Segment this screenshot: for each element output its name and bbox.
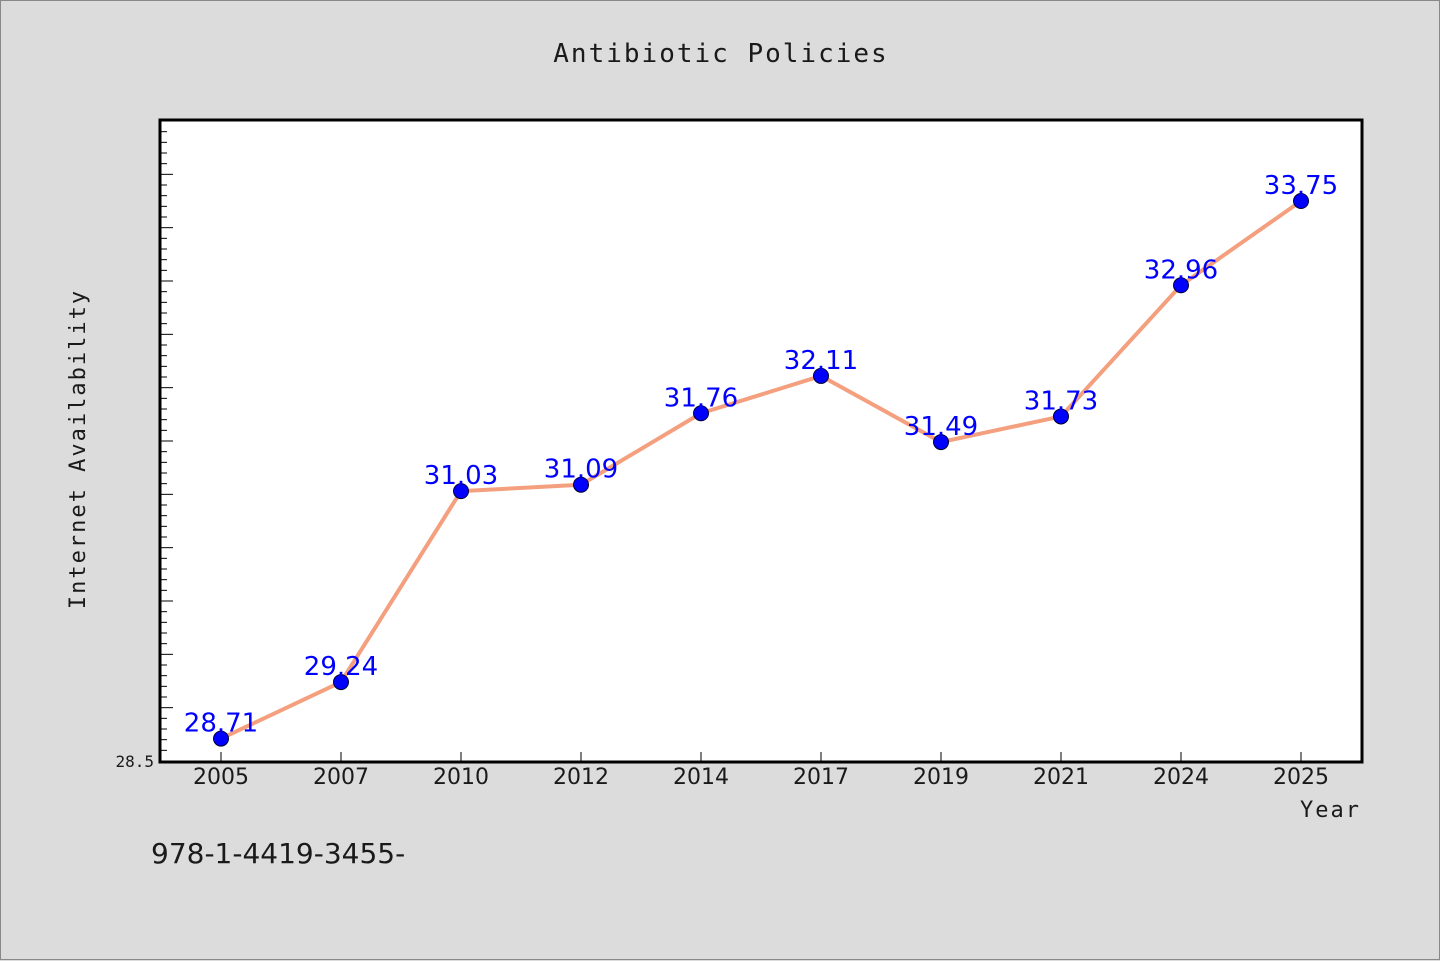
x-tick-label: 2017 [793,765,849,790]
series-line [220,199,1303,741]
data-label: 32.11 [784,346,858,376]
data-point [813,367,829,384]
data-point [933,434,949,451]
data-label: 31.73 [1024,386,1098,416]
x-axis-ticks: 2005 2007 2010 2012 2014 2017 2019 2021 2024 2025 [193,752,1329,790]
data-point [1053,408,1069,425]
y-axis-ticks [161,120,173,762]
x-tick-label: 2021 [1033,765,1089,790]
data-point [213,730,229,747]
x-tick-label: 2007 [313,765,369,790]
data-point [453,483,469,500]
x-tick-label: 2014 [673,765,729,790]
footer-code: 978-1-4419-3455- [151,837,405,870]
y-axis-label: Internet Availability [66,289,91,609]
x-tick-label: 2012 [553,765,609,790]
y-tick-label: 28.5 [115,752,154,771]
data-point [693,405,709,422]
data-label: 31.03 [424,461,498,491]
data-label: 32.96 [1144,255,1218,285]
series-layer: 28.71 29.24 31.03 31.09 31.76 32.11 31.49 31.73… [184,171,1338,747]
data-label: 29.24 [304,652,378,682]
data-point [573,476,589,493]
x-tick-label: 2024 [1153,765,1209,790]
data-label: 31.49 [904,412,978,442]
x-tick-label: 2019 [913,765,969,790]
data-point [1293,193,1309,209]
data-label: 33.75 [1264,171,1338,201]
x-tick-label: 2010 [433,765,489,790]
x-tick-label: 2005 [193,765,249,790]
data-label: 28.71 [184,709,258,739]
x-tick-label: 2025 [1273,765,1329,790]
data-label: 31.09 [544,455,618,485]
x-axis-label: Year [1300,798,1361,823]
data-point [333,674,349,691]
data-point [1173,277,1189,294]
chart-title: Antibiotic Policies [553,39,888,69]
data-label: 31.76 [664,383,738,413]
